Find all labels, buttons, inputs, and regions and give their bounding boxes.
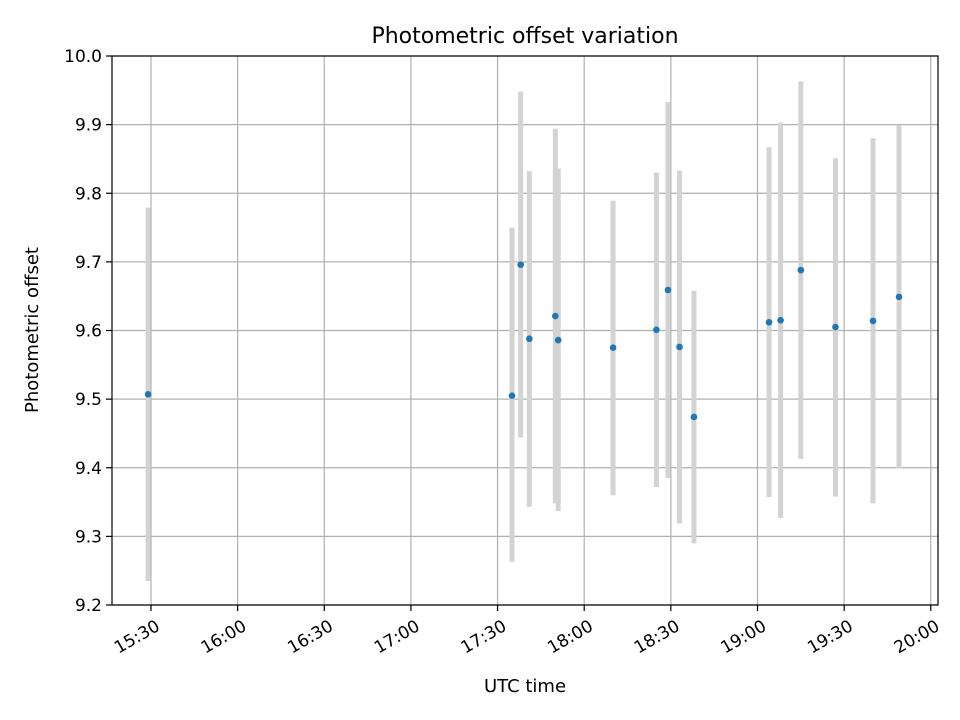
- x-tick-label: 17:30: [458, 616, 510, 658]
- data-point: [653, 326, 660, 334]
- y-tick-label: 9.7: [75, 253, 102, 273]
- x-tick-label: 17:00: [371, 616, 423, 658]
- y-tick-label: 9.2: [75, 596, 102, 616]
- y-tick-label: 9.8: [75, 184, 102, 204]
- x-tick-label: 15:30: [111, 616, 163, 658]
- data-point: [869, 317, 877, 325]
- data-point: [676, 343, 683, 351]
- y-tick-label: 9.9: [75, 116, 102, 136]
- data-point: [797, 266, 805, 274]
- y-tick-label: 9.6: [75, 322, 102, 342]
- y-tick-label: 9.3: [75, 527, 102, 547]
- x-tick-label: 18:00: [544, 616, 596, 658]
- x-axis-label: UTC time: [484, 676, 566, 697]
- y-axis-ticks: 9.2 9.3 9.4 9.5 9.6 9.7 9.8 9.9 10.0: [64, 47, 112, 616]
- x-tick-label: 18:30: [631, 616, 683, 658]
- data-point: [664, 286, 672, 294]
- data-point: [144, 391, 152, 398]
- x-tick-label: 16:30: [284, 616, 336, 658]
- data-point: [895, 293, 903, 301]
- y-tick-label: 9.5: [75, 390, 102, 410]
- y-tick-label: 10.0: [64, 47, 102, 67]
- data-points: [144, 261, 903, 421]
- data-point: [690, 413, 698, 421]
- y-tick-label: 9.4: [75, 459, 102, 479]
- data-point: [832, 323, 839, 331]
- data-point: [508, 392, 516, 399]
- error-bars: [145, 81, 902, 581]
- data-point: [554, 336, 562, 344]
- data-point: [552, 312, 559, 320]
- y-axis-label: Photometric offset: [22, 247, 43, 413]
- chart-title: Photometric offset variation: [371, 24, 678, 49]
- data-point: [777, 316, 784, 324]
- data-point: [609, 344, 617, 351]
- x-tick-label: 19:30: [804, 616, 856, 658]
- grid: [112, 55, 938, 606]
- data-point: [517, 261, 524, 268]
- x-axis-ticks: 15:30 16:00 16:30 17:00 17:30 18:00 18:30 19:00…: [111, 605, 943, 658]
- data-point: [526, 335, 533, 343]
- x-tick-label: 20:00: [891, 616, 943, 658]
- data-point: [765, 318, 773, 326]
- x-tick-label: 16:00: [198, 616, 250, 658]
- x-tick-label: 19:00: [718, 616, 770, 658]
